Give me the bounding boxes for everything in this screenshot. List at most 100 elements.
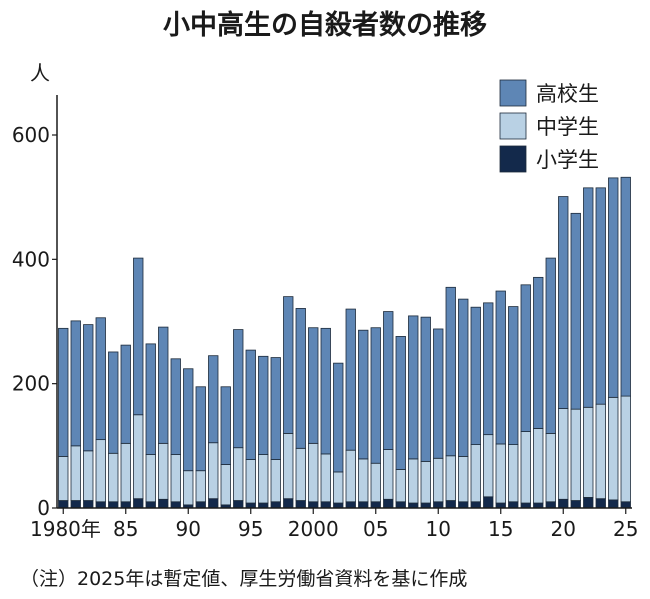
bar-segment xyxy=(320,453,331,503)
bar-segment xyxy=(358,458,369,503)
bar-segment xyxy=(608,396,619,501)
bar-segment xyxy=(470,306,481,445)
bar-segment xyxy=(58,455,69,501)
bar-segment xyxy=(258,355,269,455)
x-tick-label: 25 xyxy=(613,517,638,541)
bar-segment xyxy=(420,316,431,462)
bar-segment xyxy=(195,386,206,472)
bar-segment xyxy=(620,395,631,503)
bar-segment xyxy=(495,290,506,445)
bar-segment xyxy=(95,439,106,503)
bar-segment xyxy=(520,284,531,432)
bar-segment xyxy=(333,362,344,473)
bar-segment xyxy=(408,458,419,504)
bar-segment xyxy=(445,455,456,501)
legend-swatch xyxy=(499,79,527,107)
bar-segment xyxy=(470,444,481,503)
bar-segment xyxy=(333,471,344,504)
bar-segment xyxy=(70,445,81,501)
y-axis: 0 200 400 600 xyxy=(12,123,57,520)
bar-segment xyxy=(445,286,456,457)
bar-segment xyxy=(470,501,481,509)
y-tick-label: 600 xyxy=(12,123,50,147)
x-tick-label: 1980年 xyxy=(30,517,101,541)
bar-segment xyxy=(445,500,456,509)
bar-segment xyxy=(58,327,69,457)
bar-segment xyxy=(283,432,294,500)
bar-segment xyxy=(558,498,569,509)
bar-segment xyxy=(383,311,394,450)
bar-segment xyxy=(533,428,544,504)
bar-segment xyxy=(458,501,469,509)
bar-segment xyxy=(233,500,244,509)
source-note: （注）2025年は暫定値、厚生労働省資料を基に作成 xyxy=(20,568,467,590)
bar-segment xyxy=(283,296,294,434)
bar-segment xyxy=(595,187,606,405)
legend-swatch xyxy=(499,145,527,173)
x-axis: 1980年 85 90 95 2000 05 10 15 20 25 xyxy=(30,508,638,541)
bar-segment xyxy=(95,501,106,509)
bar-segment xyxy=(295,308,306,449)
bar-segment xyxy=(195,501,206,509)
bar-segment xyxy=(320,327,331,455)
bar-segment xyxy=(208,442,219,500)
bar-segment xyxy=(620,176,631,397)
bar-segment xyxy=(233,447,244,501)
legend-label: 小学生 xyxy=(536,148,599,172)
bar-segment xyxy=(383,498,394,509)
bar-segment xyxy=(195,470,206,503)
bar-segment xyxy=(570,212,581,410)
x-tick-label: 20 xyxy=(551,517,576,541)
bars xyxy=(58,176,631,509)
bar-segment xyxy=(208,498,219,509)
bar-segment xyxy=(108,501,119,509)
legend-swatch xyxy=(499,112,527,140)
bar-segment xyxy=(258,454,269,504)
bar-segment xyxy=(233,329,244,449)
bar-segment xyxy=(120,501,131,509)
bar-segment xyxy=(595,403,606,500)
bar-segment xyxy=(295,447,306,501)
bar-segment xyxy=(83,450,94,501)
bar-segment xyxy=(95,317,106,441)
bar-segment xyxy=(583,497,594,509)
bar-segment xyxy=(483,496,494,509)
bar-segment xyxy=(583,406,594,498)
bar-segment xyxy=(545,432,556,503)
bar-segment xyxy=(283,498,294,509)
bar-segment xyxy=(308,327,319,444)
bar-segment xyxy=(170,454,181,503)
bar-segment xyxy=(108,351,119,454)
x-tick-label: 05 xyxy=(363,517,388,541)
x-tick-label: 10 xyxy=(426,517,451,541)
bar-segment xyxy=(433,457,444,503)
bar-segment xyxy=(158,442,169,500)
bar-segment xyxy=(270,459,281,503)
x-tick-label: 95 xyxy=(238,517,263,541)
bar-segment xyxy=(433,501,444,509)
bar-segment xyxy=(183,470,194,506)
bar-segment xyxy=(483,302,494,436)
bar-segment xyxy=(358,329,369,460)
bar-segment xyxy=(245,349,256,460)
bar-segment xyxy=(120,344,131,444)
bar-segment xyxy=(83,500,94,509)
bar-segment xyxy=(308,501,319,509)
bar-segment xyxy=(145,343,156,455)
bar-segment xyxy=(345,449,356,503)
bar-segment xyxy=(133,498,144,509)
bar-segment xyxy=(570,408,581,501)
bar-segment xyxy=(358,501,369,509)
y-axis-label: 人 xyxy=(30,61,50,85)
bar-segment xyxy=(158,498,169,509)
x-tick-label: 15 xyxy=(488,517,513,541)
bar-segment xyxy=(545,501,556,509)
bar-segment xyxy=(270,501,281,509)
bar-segment xyxy=(520,431,531,504)
bar-segment xyxy=(345,501,356,509)
bar-segment xyxy=(70,500,81,509)
bar-segment xyxy=(620,501,631,509)
bar-segment xyxy=(495,443,506,504)
bar-segment xyxy=(270,357,281,460)
x-tick-label: 2000 xyxy=(288,517,339,541)
